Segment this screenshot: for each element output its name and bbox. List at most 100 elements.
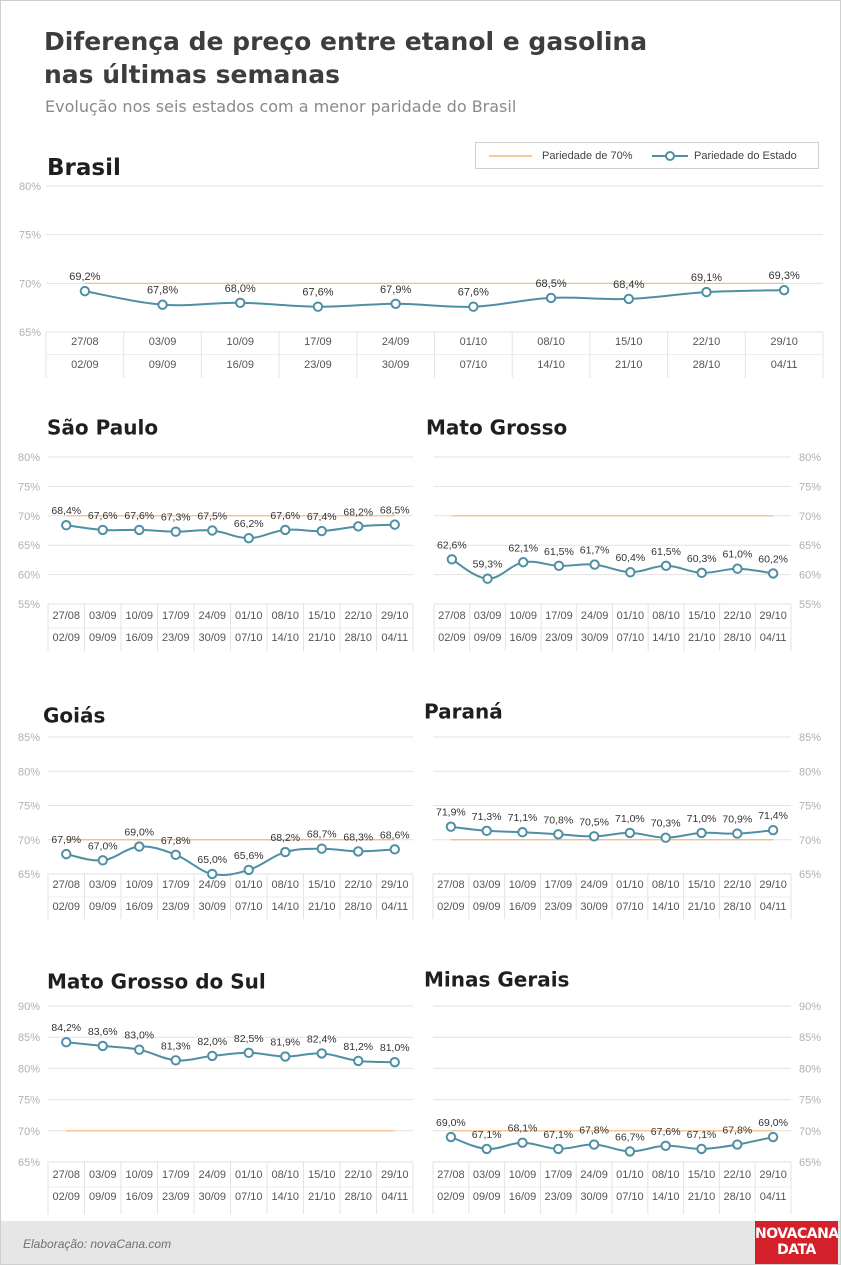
x-tick-week-start: 10/09: [509, 610, 537, 622]
data-label: 82,5%: [234, 1033, 264, 1045]
legend-series-label: Pariedade do Estado: [694, 150, 797, 162]
y-tick-label: 70%: [799, 1126, 821, 1138]
x-tick-week-start: 10/09: [226, 336, 254, 348]
x-tick-week-start: 17/09: [162, 1169, 190, 1181]
x-tick-week-start: 15/10: [688, 1169, 716, 1181]
data-label: 61,5%: [651, 546, 681, 558]
x-tick-week-end: 09/09: [474, 632, 502, 644]
logo-line-1: NOVACANA: [755, 1226, 839, 1242]
x-tick-week-start: 27/08: [438, 610, 466, 622]
data-point: [696, 567, 707, 579]
x-tick-week-end: 30/09: [580, 1191, 608, 1203]
chart-mato-grosso: Mato Grosso 55% 60% 65% 70% 75% 80% 27/08 03/09 1…: [426, 416, 821, 651]
data-label: 69,0%: [436, 1117, 466, 1129]
y-tick-label: 70%: [18, 511, 40, 523]
y-tick-label: 75%: [18, 1095, 40, 1107]
x-tick-week-start: 27/08: [437, 879, 465, 891]
data-label: 70,5%: [579, 816, 609, 828]
data-point: [353, 521, 364, 532]
x-tick-week-end: 30/09: [198, 632, 226, 644]
data-label: 68,3%: [343, 831, 373, 843]
x-tick-week-end: 23/09: [545, 901, 573, 913]
data-label: 67,9%: [380, 284, 411, 296]
data-label: 68,2%: [270, 832, 300, 844]
data-label: 84,2%: [51, 1022, 81, 1034]
x-tick-week-end: 28/10: [693, 359, 721, 371]
chart-brasil: Brasil 65% 70% 75% 80% 27/08 03/09 10/09 17/09 24…: [19, 155, 824, 378]
data-label: 81,2%: [343, 1041, 373, 1053]
x-tick-week-start: 03/09: [89, 1169, 117, 1181]
x-tick-week-start: 08/10: [271, 879, 299, 891]
data-point: [517, 1137, 528, 1148]
x-tick-week-end: 14/10: [652, 901, 680, 913]
data-point: [553, 829, 564, 840]
data-label: 61,5%: [544, 546, 574, 558]
x-tick-week-end: 09/09: [473, 1191, 501, 1203]
y-tick-label: 75%: [799, 481, 821, 493]
x-tick-week-end: 14/10: [271, 1191, 299, 1203]
y-tick-label: 80%: [799, 1063, 821, 1075]
x-tick-week-start: 08/10: [652, 610, 680, 622]
data-point: [481, 825, 492, 837]
x-tick-week-end: 28/10: [344, 901, 372, 913]
data-label: 62,6%: [437, 539, 467, 551]
x-tick-week-start: 29/10: [381, 879, 409, 891]
data-point: [316, 1048, 327, 1059]
x-tick-week-start: 01/10: [616, 1169, 644, 1181]
data-label: 81,9%: [270, 1037, 300, 1049]
y-tick-label: 85%: [799, 1032, 821, 1044]
data-label: 68,7%: [307, 829, 337, 841]
y-tick-label: 75%: [799, 801, 821, 813]
data-label: 68,5%: [535, 278, 566, 290]
data-label: 68,2%: [343, 506, 373, 518]
x-tick-week-end: 21/10: [308, 1191, 336, 1203]
data-point: [767, 824, 779, 836]
y-tick-label: 80%: [799, 766, 821, 778]
data-point: [732, 1139, 743, 1150]
data-point: [316, 843, 327, 854]
x-tick-week-start: 08/10: [537, 336, 565, 348]
y-tick-label: 60%: [18, 570, 40, 582]
data-label: 67,1%: [687, 1129, 717, 1141]
x-tick-week-end: 09/09: [89, 632, 117, 644]
data-label: 67,6%: [124, 510, 154, 522]
x-tick-week-end: 23/09: [545, 1191, 573, 1203]
data-label: 71,0%: [615, 813, 645, 825]
data-point: [97, 1040, 108, 1052]
x-tick-week-start: 03/09: [89, 879, 117, 891]
data-label: 83,0%: [124, 1030, 154, 1042]
x-tick-week-end: 07/10: [235, 632, 263, 644]
x-tick-week-end: 28/10: [724, 901, 752, 913]
x-tick-week-start: 29/10: [759, 879, 787, 891]
x-tick-week-start: 08/10: [271, 610, 299, 622]
x-tick-week-start: 27/08: [437, 1169, 465, 1181]
data-point: [207, 525, 218, 536]
data-label: 67,0%: [88, 840, 118, 852]
x-tick-week-start: 22/10: [724, 1169, 752, 1181]
series-line: [66, 523, 395, 540]
x-tick-week-start: 03/09: [89, 610, 117, 622]
legend-reference-label: Pariedade de 70%: [542, 150, 633, 162]
x-tick-week-end: 02/09: [71, 359, 99, 371]
x-tick-week-end: 30/09: [580, 901, 608, 913]
data-point: [545, 292, 557, 304]
data-point: [553, 560, 565, 571]
y-tick-label: 55%: [799, 599, 821, 611]
x-tick-week-end: 04/11: [760, 632, 787, 644]
data-label: 60,3%: [687, 553, 717, 565]
data-point: [767, 1131, 779, 1143]
data-label: 68,4%: [51, 505, 81, 517]
data-label: 68,1%: [508, 1123, 538, 1135]
x-tick-week-start: 08/10: [652, 1169, 680, 1181]
data-point: [767, 568, 779, 579]
data-point: [389, 844, 400, 855]
data-point: [79, 285, 91, 297]
x-tick-week-start: 24/09: [580, 879, 608, 891]
series-line: [451, 558, 774, 580]
x-tick-week-start: 10/09: [509, 879, 537, 891]
x-tick-week-start: 15/10: [308, 1169, 336, 1181]
x-tick-week-start: 10/09: [125, 1169, 153, 1181]
y-tick-label: 75%: [19, 230, 41, 242]
data-point: [170, 1055, 181, 1066]
